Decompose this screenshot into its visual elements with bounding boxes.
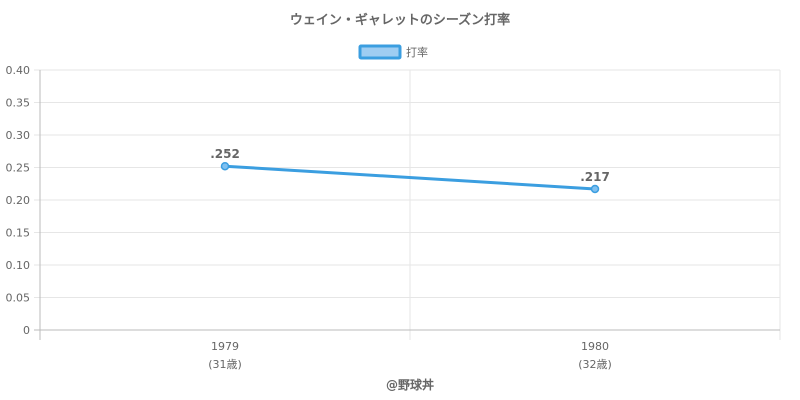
y-tick-label: 0.40 bbox=[6, 64, 31, 77]
data-label: .252 bbox=[210, 147, 240, 161]
y-tick-label: 0.05 bbox=[6, 292, 31, 305]
series-line bbox=[223, 164, 597, 191]
y-tick-label: 0.10 bbox=[6, 259, 31, 272]
y-axis-ticks: 0 0.05 0.10 0.15 0.20 0.25 0.30 0.35 0.40 bbox=[6, 64, 31, 337]
y-tick-label: 0 bbox=[23, 324, 30, 337]
x-tick-sublabel: (31歳) bbox=[208, 358, 242, 371]
data-point[interactable] bbox=[220, 161, 230, 171]
legend-swatch[interactable] bbox=[358, 44, 402, 60]
y-tick-label: 0.30 bbox=[6, 129, 31, 142]
data-label: .217 bbox=[580, 170, 610, 184]
y-tick-label: 0.35 bbox=[6, 97, 31, 110]
x-tick-sublabel: (32歳) bbox=[578, 358, 612, 371]
legend-label[interactable]: 打率 bbox=[406, 45, 428, 59]
grid bbox=[34, 69, 781, 340]
chart-title: ウェイン・ギャレットのシーズン打率 bbox=[290, 12, 510, 28]
y-tick-label: 0.15 bbox=[6, 227, 31, 240]
x-axis-ticks: 1979 (31歳) 1980 (32歳) bbox=[208, 340, 612, 371]
y-tick-label: 0.25 bbox=[6, 162, 31, 175]
credit-label: @野球丼 bbox=[386, 377, 434, 392]
y-tick-label: 0.20 bbox=[6, 194, 31, 207]
x-tick-label: 1980 bbox=[581, 340, 609, 353]
legend[interactable]: 打率 bbox=[358, 44, 428, 60]
x-tick-label: 1979 bbox=[211, 340, 239, 353]
data-point[interactable] bbox=[590, 184, 600, 194]
series-layer: .252 .217 bbox=[210, 147, 610, 194]
